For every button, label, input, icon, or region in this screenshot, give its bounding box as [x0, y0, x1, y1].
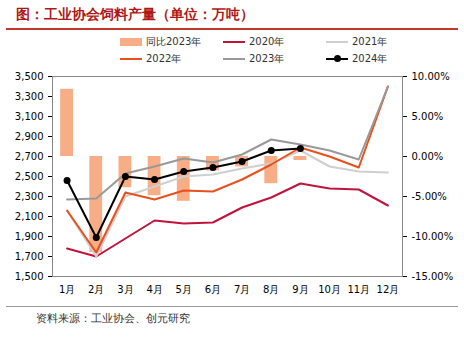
svg-text:6月: 6月	[205, 284, 221, 295]
html-text:资料来源：工业协会、创元研究: 资料来源：工业协会、创元研究	[36, 312, 190, 325]
svg-text:5月: 5月	[176, 284, 192, 295]
svg-text:10月: 10月	[318, 284, 341, 295]
svg-text:0.00%: 0.00%	[412, 151, 444, 162]
svg-text:2,300: 2,300	[15, 191, 44, 202]
svg-text:-15.00%: -15.00%	[412, 271, 454, 282]
svg-text:-10.00%: -10.00%	[412, 231, 454, 242]
svg-text:1,900: 1,900	[15, 231, 44, 242]
svg-text:7月: 7月	[234, 284, 250, 295]
svg-text:1,700: 1,700	[15, 251, 44, 262]
svg-text:2,700: 2,700	[15, 151, 44, 162]
svg-text:1月: 1月	[59, 284, 75, 295]
svg-text:11月: 11月	[347, 284, 370, 295]
html-text:2022年: 2022年	[146, 53, 182, 64]
svg-text:-5.00%: -5.00%	[412, 191, 447, 202]
html-text:2023年: 2023年	[249, 53, 285, 64]
svg-text:2,900: 2,900	[15, 131, 44, 142]
html-text:2020年: 2020年	[249, 36, 285, 47]
svg-text:2,100: 2,100	[15, 211, 44, 222]
svg-text:1,500: 1,500	[15, 271, 44, 282]
svg-text:3,500: 3,500	[15, 71, 44, 82]
html-text:同比2023年: 同比2023年	[146, 36, 202, 47]
svg-text:3,300: 3,300	[15, 91, 44, 102]
html-text:2024年: 2024年	[352, 53, 388, 64]
svg-text:10.00%: 10.00%	[412, 71, 450, 82]
html-text:2021年: 2021年	[352, 36, 388, 47]
svg-text:5.00%: 5.00%	[412, 111, 444, 122]
svg-text:8月: 8月	[263, 284, 279, 295]
svg-text:3,100: 3,100	[15, 111, 44, 122]
svg-text:4月: 4月	[146, 284, 162, 295]
html-text:图：工业协会饲料产量（单位：万吨）: 图：工业协会饲料产量（单位：万吨）	[16, 6, 254, 22]
svg-text:12月: 12月	[377, 284, 400, 295]
svg-text:2,500: 2,500	[15, 171, 44, 182]
svg-text:2月: 2月	[88, 284, 104, 295]
svg-text:9月: 9月	[292, 284, 308, 295]
svg-text:3月: 3月	[117, 284, 133, 295]
